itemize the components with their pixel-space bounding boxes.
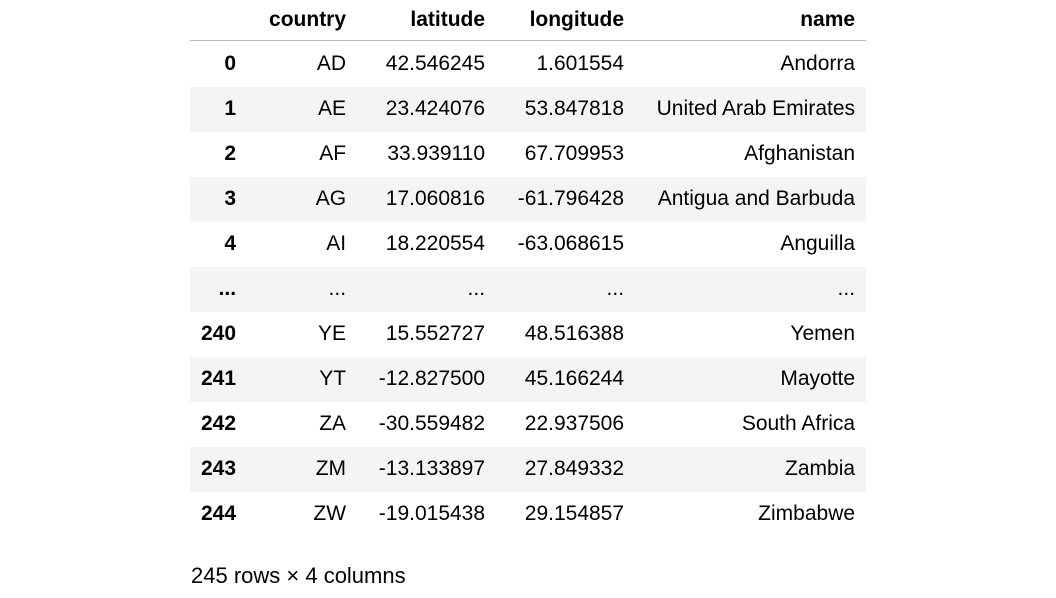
table-row: ............... xyxy=(190,266,867,312)
cell-longitude: ... xyxy=(606,277,625,300)
cell-longitude: 53.847818 xyxy=(524,97,625,120)
header-longitude: longitude xyxy=(496,0,636,41)
cell-country: AF xyxy=(319,142,347,165)
cell-longitude: 27.849332 xyxy=(524,457,625,480)
row-index: 0 xyxy=(224,51,237,75)
table-row: 3 AG 17.060816 -61.796428 Antigua and Barbud… xyxy=(190,176,867,222)
cell-name: Mayotte xyxy=(780,367,856,390)
cell-country: AG xyxy=(315,187,347,210)
table-body: 0 AD 42.546245 1.601554 Andorra 1 AE 23.424076 5… xyxy=(190,41,867,537)
table-row: 2 AF 33.939110 67.709953 Afghanistan xyxy=(190,132,866,177)
row-index: 241 xyxy=(201,367,237,390)
table-row: 244 ZW -19.015438 29.154857 Zimbabwe xyxy=(190,492,866,537)
cell-latitude: 18.220554 xyxy=(385,232,486,255)
row-index: 1 xyxy=(224,97,237,120)
table-row: 1 AE 23.424076 53.847818 United Arab Emirate… xyxy=(190,86,867,132)
table-row: 242 ZA -30.559482 22.937506 South Africa xyxy=(190,402,866,447)
cell-latitude: -30.559482 xyxy=(378,412,486,435)
cell-latitude: 42.546245 xyxy=(385,51,486,75)
row-index: 243 xyxy=(201,457,237,480)
cell-longitude: 29.154857 xyxy=(524,502,625,525)
cell-name: Zambia xyxy=(785,457,856,480)
cell-country: ZM xyxy=(315,457,347,480)
cell-latitude: -13.133897 xyxy=(378,457,486,480)
dataframe-table: country latitude longitude name 0 AD 42.54… xyxy=(190,0,867,537)
cell-longitude: 1.601554 xyxy=(536,51,625,75)
table-row: 240 YE 15.552727 48.516388 Yemen xyxy=(190,312,866,357)
row-index: 3 xyxy=(224,187,237,210)
header-name: name xyxy=(635,0,867,41)
cell-latitude: 17.060816 xyxy=(385,187,486,210)
row-index: 240 xyxy=(201,322,237,345)
cell-latitude: 33.939110 xyxy=(387,142,486,165)
cell-country: ZA xyxy=(319,412,347,435)
row-index: ... xyxy=(218,277,237,300)
cell-latitude: 15.552727 xyxy=(385,322,486,345)
cell-country: ... xyxy=(328,277,347,300)
cell-latitude: ... xyxy=(467,277,486,300)
cell-country: AD xyxy=(316,51,347,75)
cell-name: Anguilla xyxy=(780,232,856,255)
cell-latitude: 23.424076 xyxy=(385,97,486,120)
cell-name: ... xyxy=(837,277,856,300)
cell-longitude: 22.937506 xyxy=(524,412,625,435)
table-summary: 245 rows × 4 columns xyxy=(191,563,406,588)
cell-name: United Arab Emirates xyxy=(656,97,856,120)
table-row: 4 AI 18.220554 -63.068615 Anguilla xyxy=(190,222,866,267)
cell-country: YE xyxy=(318,322,347,345)
header-country: country xyxy=(247,0,358,41)
header-latitude: latitude xyxy=(357,0,497,41)
table-row: 243 ZM -13.133897 27.849332 Zambia xyxy=(190,446,867,492)
cell-longitude: 48.516388 xyxy=(524,322,625,345)
cell-longitude: -61.796428 xyxy=(517,187,625,210)
table-header: country latitude longitude name xyxy=(190,0,867,41)
row-index: 2 xyxy=(224,142,237,165)
row-index: 244 xyxy=(201,502,237,525)
cell-name: Yemen xyxy=(790,322,856,345)
cell-name: Zimbabwe xyxy=(758,502,856,525)
table-row: 241 YT -12.827500 45.166244 Mayotte xyxy=(190,356,867,402)
cell-name: Andorra xyxy=(780,51,856,75)
row-index: 242 xyxy=(201,412,237,435)
cell-latitude: -19.015438 xyxy=(378,502,486,525)
cell-country: YT xyxy=(319,367,347,390)
header-row: country latitude longitude name xyxy=(190,0,867,41)
cell-name: Afghanistan xyxy=(744,142,856,165)
header-index xyxy=(190,0,248,41)
table-row: 0 AD 42.546245 1.601554 Andorra xyxy=(190,41,866,87)
cell-longitude: 67.709953 xyxy=(524,142,625,165)
cell-name: Antigua and Barbuda xyxy=(657,187,856,210)
cell-country: ZW xyxy=(313,502,347,525)
cell-country: AI xyxy=(326,232,347,255)
cell-longitude: -63.068615 xyxy=(517,232,625,255)
cell-latitude: -12.827500 xyxy=(378,367,486,390)
row-index: 4 xyxy=(224,232,237,255)
cell-country: AE xyxy=(318,97,347,120)
cell-name: South Africa xyxy=(741,412,856,435)
cell-longitude: 45.166244 xyxy=(524,367,625,390)
